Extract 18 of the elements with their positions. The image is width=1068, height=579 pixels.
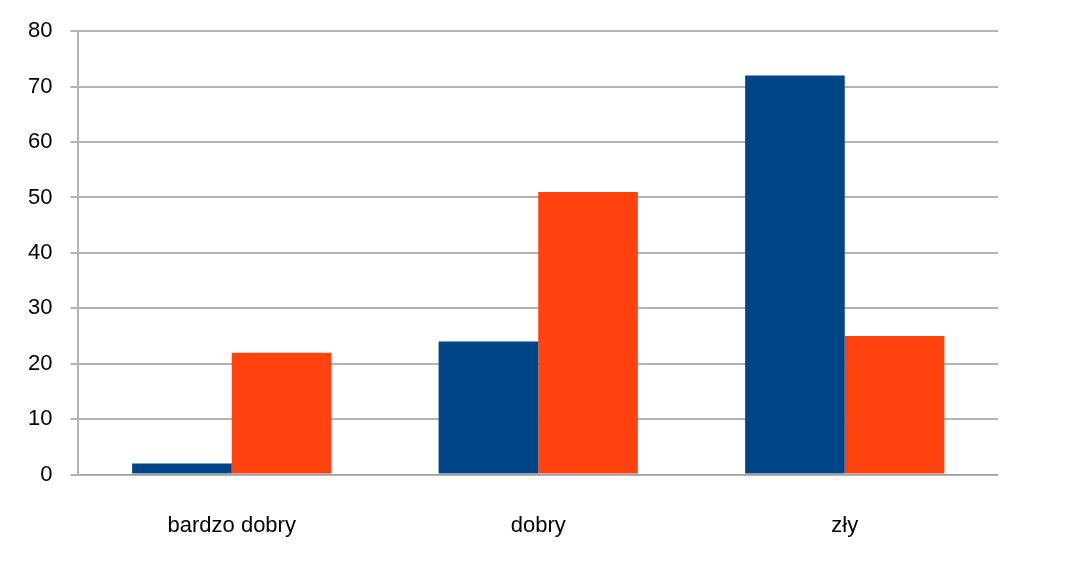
y-tick-label: 50 — [27, 183, 53, 209]
y-tick-label: 10 — [27, 405, 53, 431]
y-tick-label: 60 — [27, 128, 53, 154]
x-tick-label: zły — [831, 511, 859, 537]
bar — [231, 352, 332, 474]
bar — [538, 191, 638, 474]
y-tick-label: 70 — [27, 72, 53, 98]
y-tick-label: 0 — [40, 460, 53, 486]
y-tick-label: 40 — [27, 238, 53, 264]
x-tick-label: bardzo dobry — [167, 511, 296, 537]
y-tick-label: 30 — [27, 294, 53, 320]
bar — [132, 463, 232, 474]
bar — [745, 75, 845, 474]
y-tick-label: 20 — [27, 349, 53, 375]
y-tick-label: 80 — [27, 17, 53, 43]
x-tick-label: dobry — [510, 511, 566, 537]
bar — [438, 341, 539, 474]
bar — [844, 336, 945, 474]
